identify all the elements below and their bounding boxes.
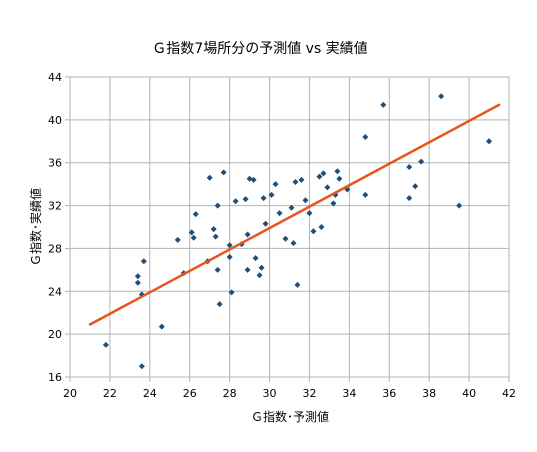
data-point [134, 273, 141, 280]
axes [65, 76, 510, 382]
trendline [88, 103, 501, 326]
data-point [334, 168, 341, 175]
data-point [214, 202, 221, 209]
x-tick-label: 40 [462, 387, 476, 400]
data-point [288, 204, 295, 211]
data-point [418, 158, 425, 165]
data-point [258, 264, 265, 271]
data-point [138, 363, 145, 370]
data-point [260, 195, 267, 202]
data-point [244, 266, 251, 273]
data-point [140, 258, 147, 265]
data-point [438, 93, 445, 100]
chart-title: Ｇ指数7場所分の予測値 vs 実績値 [152, 41, 367, 57]
data-point [134, 279, 141, 286]
data-point [320, 170, 327, 177]
x-tick-label: 30 [263, 387, 277, 400]
data-point [294, 281, 301, 288]
data-point [276, 210, 283, 217]
data-points [102, 93, 493, 370]
x-tick-label: 26 [183, 387, 197, 400]
data-point [336, 175, 343, 182]
data-point [206, 174, 213, 181]
data-point [302, 197, 309, 204]
data-point [406, 195, 413, 202]
data-point [380, 101, 387, 108]
y-tick-label: 32 [48, 200, 62, 213]
data-point [290, 240, 297, 247]
data-point [268, 191, 275, 198]
y-tick-label: 40 [48, 114, 62, 127]
data-point [412, 183, 419, 190]
data-point [188, 229, 195, 236]
y-tick-label: 28 [48, 242, 62, 255]
data-point [102, 341, 109, 348]
data-point [282, 235, 289, 242]
data-point [406, 164, 413, 170]
plot-area-border [69, 76, 510, 378]
data-point [272, 181, 279, 188]
data-point [216, 301, 223, 308]
data-point [262, 220, 269, 227]
grid-lines [69, 76, 510, 378]
y-tick-label: 44 [48, 71, 62, 84]
y-axis-label: Ｇ指数･実績値 [28, 188, 43, 266]
data-point [210, 226, 217, 233]
data-point [190, 234, 197, 241]
data-point [244, 231, 251, 238]
y-tick-label: 16 [48, 371, 62, 384]
data-point [306, 210, 313, 217]
data-point [174, 236, 181, 243]
data-point [318, 224, 325, 230]
data-point [316, 173, 323, 180]
data-point [228, 289, 235, 296]
data-point [256, 272, 263, 279]
data-point [250, 176, 257, 183]
data-point [226, 254, 233, 260]
data-point [242, 196, 249, 203]
x-axis-label: Ｇ指数･予測値 [251, 409, 329, 424]
x-tick-label: 28 [223, 387, 237, 400]
trendline-line [88, 103, 501, 326]
data-point [252, 255, 259, 262]
data-point [220, 169, 227, 176]
data-point [192, 211, 199, 218]
data-point [486, 138, 493, 145]
data-point [298, 176, 305, 183]
data-point [324, 184, 331, 191]
data-point [310, 228, 317, 235]
data-point [292, 179, 299, 185]
x-tick-label: 38 [422, 387, 436, 400]
data-point [158, 323, 165, 330]
x-tick-label: 24 [143, 387, 157, 400]
data-point [212, 233, 219, 240]
data-point [232, 198, 239, 205]
x-tick-label: 36 [382, 387, 396, 400]
data-point [362, 191, 369, 198]
data-point [226, 242, 233, 249]
x-tick-label: 20 [63, 387, 77, 400]
y-tick-label: 20 [48, 328, 62, 341]
data-point [214, 266, 221, 273]
x-tick-label: 34 [342, 387, 356, 400]
x-tick-label: 22 [103, 387, 117, 400]
data-point [330, 200, 337, 207]
data-point [456, 202, 463, 209]
x-tick-label: 42 [502, 387, 516, 400]
y-tick-label: 24 [48, 285, 62, 298]
data-point [362, 134, 369, 140]
x-tick-label: 32 [302, 387, 316, 400]
y-tick-label: 36 [48, 157, 62, 170]
